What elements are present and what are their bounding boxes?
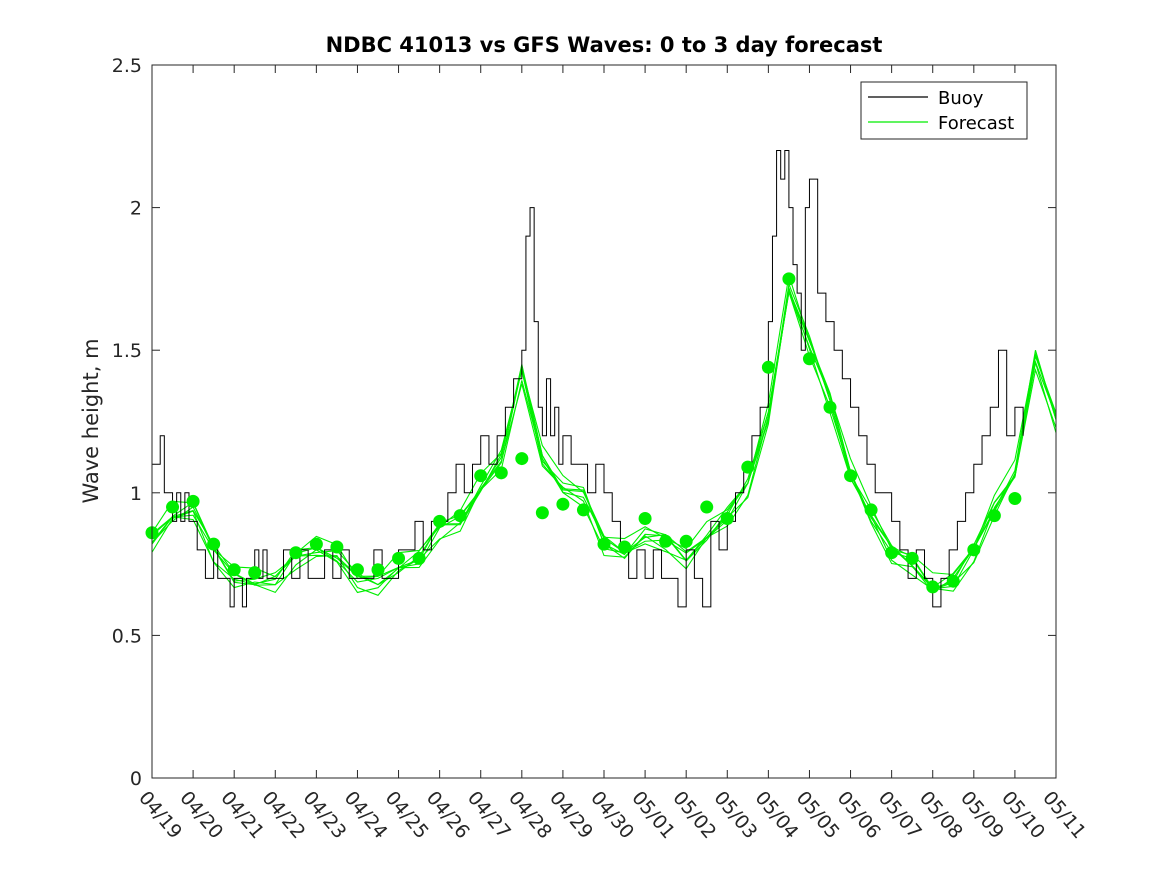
forecast-marker (946, 574, 960, 588)
legend: Buoy Forecast (860, 81, 1028, 140)
y-tick-label: 1 (130, 483, 142, 505)
x-tick-label: 04/20 (175, 787, 227, 843)
forecast-marker (618, 540, 632, 554)
forecast-marker (802, 352, 816, 366)
y-tick-label: 1.5 (112, 340, 142, 362)
forecast-marker (576, 503, 590, 517)
forecast-line (151, 288, 1057, 589)
forecast-marker (474, 469, 488, 483)
forecast-marker (741, 460, 755, 474)
forecast-marker (556, 497, 570, 511)
x-tick-label: 04/23 (299, 787, 351, 843)
forecast-marker (720, 511, 734, 525)
x-tick-label: 04/27 (463, 787, 515, 843)
x-tick-label: 04/19 (134, 787, 186, 843)
forecast-marker (371, 563, 385, 577)
forecast-marker (700, 500, 714, 514)
forecast-marker (823, 400, 837, 414)
y-axis-label: Wave height, m (79, 338, 103, 503)
x-tick-label: 05/02 (668, 787, 720, 843)
y-tick-label: 0 (130, 768, 142, 790)
x-tick-label: 04/30 (586, 787, 638, 843)
forecast-marker (392, 551, 406, 565)
forecast-marker (350, 563, 364, 577)
forecast-line (151, 287, 1057, 596)
y-tick-label: 0.5 (112, 625, 142, 647)
marker-layer (145, 272, 1022, 594)
forecast-marker (864, 503, 878, 517)
x-tick-label: 04/28 (504, 787, 556, 843)
forecast-marker (494, 466, 508, 480)
forecast-marker (309, 537, 323, 551)
forecast-marker (679, 534, 693, 548)
forecast-marker (885, 546, 899, 560)
x-tick-label: 05/09 (956, 787, 1008, 843)
forecast-marker (535, 506, 549, 520)
forecast-marker (453, 509, 467, 523)
x-tick-label: 04/25 (381, 787, 433, 843)
forecast-marker (186, 494, 200, 508)
x-tick-label: 04/21 (216, 787, 268, 843)
legend-label-forecast: Forecast (938, 113, 1014, 134)
forecast-marker (926, 580, 940, 594)
forecast-marker (659, 534, 673, 548)
forecast-marker (987, 509, 1001, 523)
legend-label-buoy: Buoy (938, 88, 984, 109)
forecast-marker (166, 500, 180, 514)
forecast-marker (967, 543, 981, 557)
forecast-marker (844, 469, 858, 483)
forecast-marker (761, 360, 775, 374)
x-tick-label: 05/06 (833, 787, 885, 843)
plot-frame (151, 64, 1057, 779)
plot-background (152, 65, 1056, 778)
x-tick-label: 05/04 (751, 787, 803, 843)
forecast-marker (289, 546, 303, 560)
legend-box (860, 81, 1028, 140)
forecast-marker (782, 272, 796, 286)
x-tick-label: 05/05 (792, 787, 844, 843)
forecast-marker (597, 537, 611, 551)
forecast-marker (433, 514, 447, 528)
forecast-marker (1008, 492, 1022, 506)
x-tick-label: 04/26 (422, 787, 474, 843)
chart-title: NDBC 41013 vs GFS Waves: 0 to 3 day fore… (326, 33, 883, 57)
forecast-marker (207, 537, 221, 551)
x-tick-label: 05/01 (627, 787, 679, 843)
forecast-marker (330, 540, 344, 554)
x-tick-label: 04/22 (257, 787, 309, 843)
x-tick-label: 04/24 (340, 787, 392, 843)
x-tick-label: 05/03 (709, 787, 761, 843)
forecast-marker (905, 551, 919, 565)
forecast-marker (412, 551, 426, 565)
x-tick-label: 05/11 (1038, 787, 1090, 843)
x-tick-label: 05/08 (915, 787, 967, 843)
forecast-marker (248, 566, 262, 580)
forecast-marker (227, 563, 241, 577)
y-tick-label: 2 (130, 198, 142, 220)
y-tick-label: 2.5 (112, 55, 142, 77)
x-tick-label: 05/07 (874, 787, 926, 843)
forecast-marker (515, 452, 529, 466)
x-tick-label: 05/10 (997, 787, 1049, 843)
forecast-marker (638, 511, 652, 525)
x-tick-label: 04/29 (545, 787, 597, 843)
